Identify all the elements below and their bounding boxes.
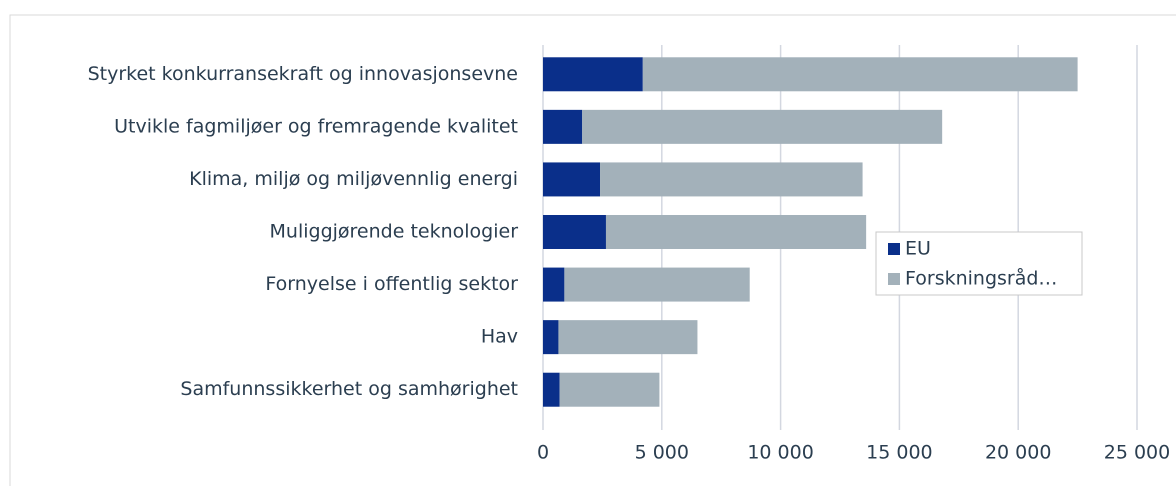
bar-segment (600, 162, 863, 197)
bar-segment (559, 372, 660, 407)
x-tick-label: 20 000 (985, 442, 1051, 464)
y-tick-label: Styrket konkurransekraft og innovasjonse… (88, 63, 518, 85)
y-tick-label: Fornyelse i offentlig sektor (265, 273, 518, 295)
x-tick-label: 0 (537, 442, 549, 464)
x-tick-label: 15 000 (866, 442, 932, 464)
bar-segment (543, 320, 559, 355)
y-tick-label: Muliggjørende teknologier (270, 221, 519, 243)
x-tick-label: 10 000 (747, 442, 813, 464)
bar-segment (543, 162, 601, 197)
bar-segment (582, 109, 943, 144)
x-tick-label: 25 000 (1104, 442, 1170, 464)
bar-segment (558, 320, 698, 355)
bar-segment (605, 215, 867, 249)
y-tick-label: Samfunnssikkerhet og samhørighet (180, 378, 518, 400)
bar-segment (543, 372, 560, 407)
y-tick-label: Utvikle fagmiljøer og fremragende kvalit… (114, 115, 518, 137)
bar-segment (564, 267, 750, 302)
legend-swatch (888, 273, 900, 285)
bar-segment (543, 109, 583, 144)
x-tick-label: 5 000 (635, 442, 689, 464)
bar-segment (543, 215, 606, 249)
bar-segment (642, 57, 1078, 92)
bar-segment (543, 267, 565, 302)
legend-box (875, 231, 1083, 296)
legend-label: Forskningsråd… (905, 267, 1057, 290)
legend-swatch (888, 243, 900, 255)
legend-label: EU (905, 238, 931, 260)
y-tick-label: Hav (481, 326, 518, 348)
bar-segment (543, 57, 643, 92)
y-tick-label: Klima, miljø og miljøvennlig energi (189, 168, 518, 190)
